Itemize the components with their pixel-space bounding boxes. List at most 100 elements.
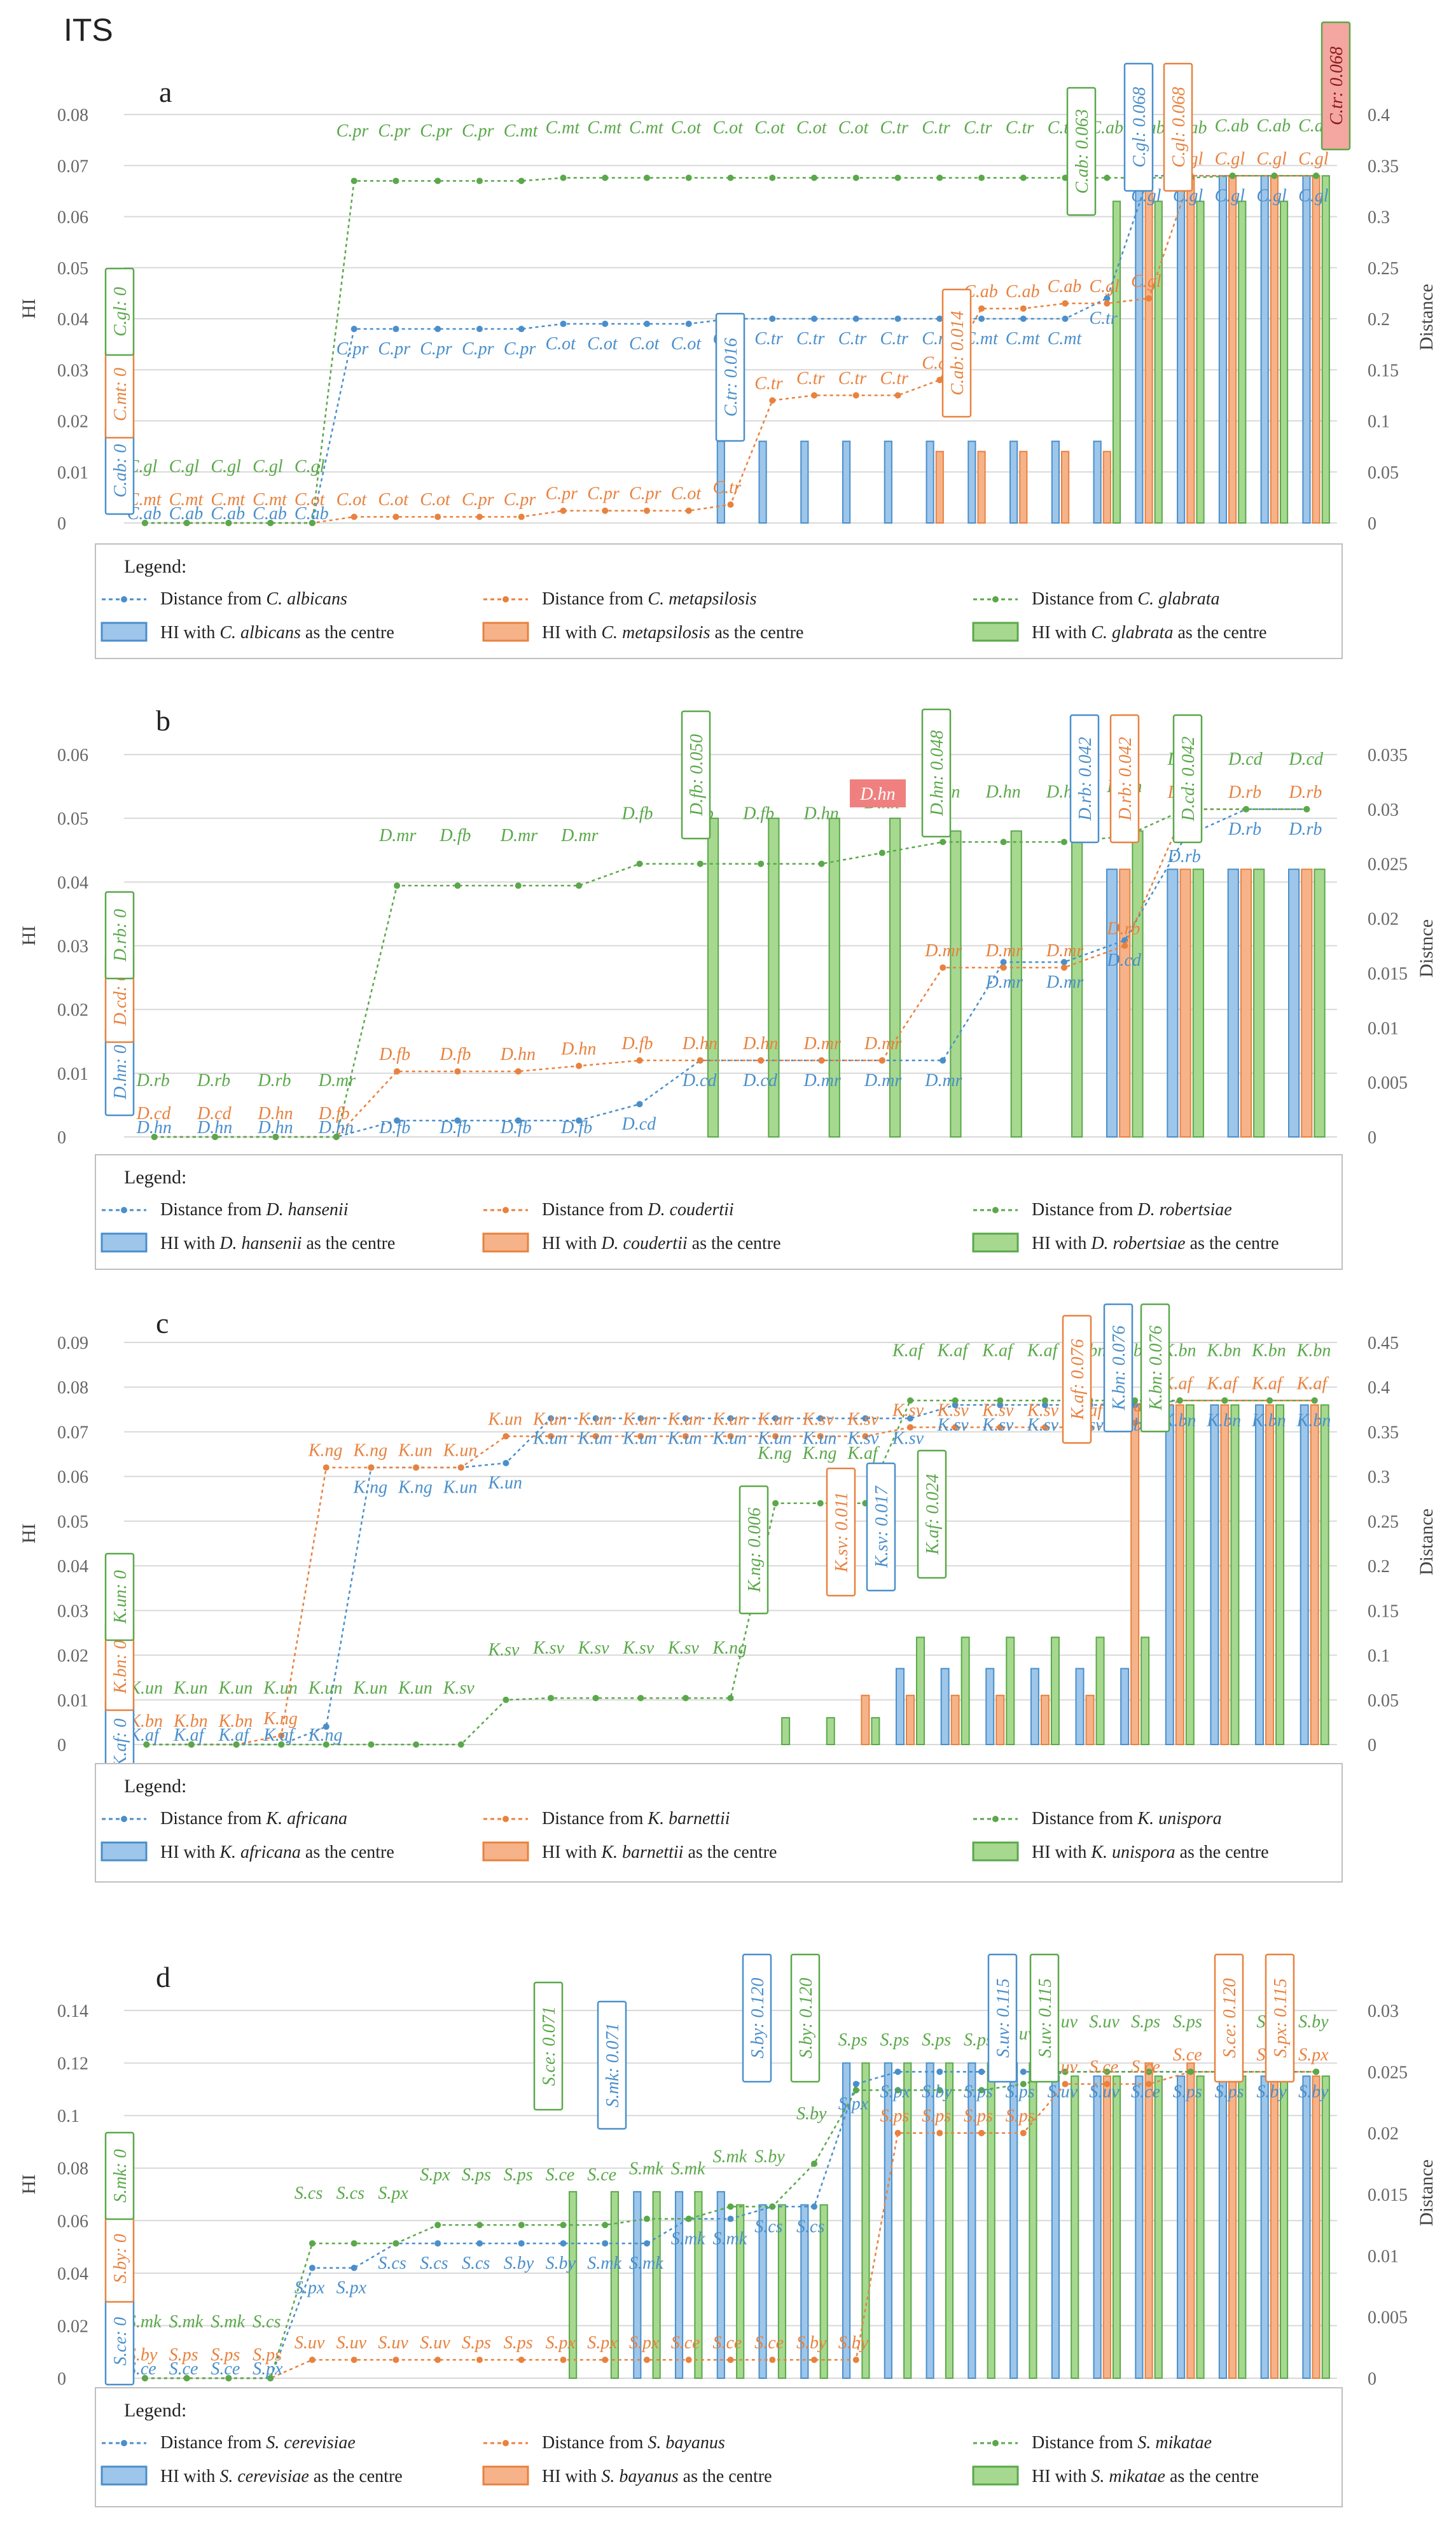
point-label-green: S.cs <box>253 2312 281 2332</box>
point-label-blue: C.ot <box>587 334 618 354</box>
y-tick-label: 0.04 <box>57 2264 88 2284</box>
distance-line-orange <box>144 2071 1317 2379</box>
point-label-orange: K.un <box>532 1409 567 1429</box>
hi-bar-orange <box>1060 450 1070 524</box>
point-label-orange: D.cd <box>136 1104 172 1124</box>
distance-point-green <box>151 1134 158 1140</box>
hi-bar-orange <box>950 1694 960 1746</box>
point-label-green: D.rb <box>197 1071 230 1090</box>
distance-point-blue <box>454 1117 461 1124</box>
distance-point-green <box>1000 839 1007 846</box>
legend-box <box>95 543 1343 659</box>
point-label-blue: C.gl <box>1298 186 1329 206</box>
hi-bar-blue <box>1288 868 1300 1138</box>
distance-point-orange <box>368 1464 375 1471</box>
chart-panel-d: d 0 0.02 0.04 0.06 0.08 0.1 0.12 0.14 0 0.005 0.01 0… <box>18 1953 1437 2507</box>
hi-bar-blue <box>1120 1668 1130 1746</box>
callout: S.uv: 0.115 <box>987 1953 1018 2083</box>
callout-box <box>681 710 711 840</box>
y-tick-label: 0.03 <box>57 937 88 957</box>
point-label-orange: S.by <box>838 2333 869 2353</box>
hi-bar-blue <box>758 440 767 524</box>
hi-bar-blue <box>967 2062 976 2379</box>
hi-bar-orange <box>1085 1694 1095 1746</box>
point-label-blue: K.bn <box>1251 1411 1286 1430</box>
point-label-blue: K.af <box>263 1725 296 1745</box>
callout-label: C.gl: 0.068 <box>1169 87 1189 168</box>
hi-bar-green <box>1321 2075 1330 2379</box>
y-tick-label: 0.06 <box>57 1468 88 1487</box>
point-label-orange: D.mr <box>924 941 962 961</box>
hi-bar-green <box>826 1717 835 1746</box>
hi-bar-green <box>1279 2075 1289 2379</box>
distance-point-green <box>1266 1397 1273 1404</box>
hi-bar-blue <box>884 440 892 524</box>
callout: C.ab: 0 <box>104 426 135 515</box>
hi-bar-orange <box>1144 175 1153 524</box>
distance-point-blue <box>936 316 943 322</box>
point-label-green: S.ps <box>504 2165 533 2185</box>
distance-point-orange <box>769 397 776 404</box>
point-label-green: S.by <box>1298 2012 1329 2031</box>
hi-bar-blue <box>1093 440 1102 524</box>
y-tick-label: 0.02 <box>57 1647 88 1666</box>
point-label-green: D.fb <box>742 804 774 824</box>
legend-swatch-bar <box>972 1841 1019 1862</box>
point-label-blue: S.cs <box>796 2217 824 2236</box>
hi-bar-green <box>950 830 962 1138</box>
point-label-blue: K.ng <box>352 1478 387 1498</box>
legend-item-label: HI with C. metapsilosis as the centre <box>542 623 803 643</box>
point-label-orange: K.sv <box>981 1400 1014 1420</box>
y2-tick-label: 0.015 <box>1368 2185 1408 2205</box>
point-label-blue: S.ce <box>211 2359 240 2379</box>
hi-bar-blue <box>1093 2075 1102 2379</box>
distance-point-orange <box>518 513 525 520</box>
hi-bar-green <box>1112 200 1121 524</box>
distance-point-green <box>188 1741 195 1748</box>
distance-point-green <box>1060 839 1067 846</box>
point-label-green: S.cs <box>336 2184 364 2203</box>
hi-bar-blue <box>1051 440 1060 524</box>
point-label-orange: C.gl <box>1298 149 1329 169</box>
distance-point-blue <box>602 321 609 328</box>
distance-point-blue <box>772 1415 779 1422</box>
callout: K.af: 0.076 <box>1062 1314 1092 1444</box>
hi-bar-blue <box>1210 1404 1219 1745</box>
y-tick-label: 0.05 <box>57 259 88 279</box>
distance-point-green <box>560 2222 567 2229</box>
hi-bar-orange <box>977 450 986 524</box>
point-label-blue: C.ab <box>295 504 329 524</box>
point-label-orange: K.bn <box>218 1711 253 1731</box>
distance-point-blue <box>515 1117 522 1124</box>
distance-point-blue <box>1104 295 1111 302</box>
point-label-blue: S.ce <box>1131 2082 1160 2101</box>
callout-box <box>104 2131 135 2220</box>
distance-point-green <box>643 174 650 181</box>
hi-bar-orange <box>1102 2075 1111 2379</box>
point-label-green: C.tr <box>880 118 908 138</box>
point-label-green: C.ot <box>838 118 870 138</box>
hi-bar-orange <box>1186 175 1195 524</box>
point-label-green: S.ce <box>587 2165 616 2185</box>
point-label-orange: S.uv <box>378 2333 408 2353</box>
point-label-blue: S.cs <box>420 2254 448 2273</box>
distance-point-green <box>817 1500 824 1507</box>
y-tick-label: 0.06 <box>57 746 88 765</box>
point-label-orange: S.ce <box>671 2333 700 2353</box>
distance-point-orange <box>685 507 692 514</box>
point-label-orange: S.ps <box>462 2333 491 2353</box>
point-label-green: S.uv <box>1089 2012 1120 2031</box>
point-label-green: K.un <box>218 1678 253 1698</box>
point-label-orange: S.ps <box>253 2345 282 2365</box>
hi-bar-orange <box>1228 2062 1237 2379</box>
point-label-blue: D.fb <box>439 1118 471 1138</box>
point-label-blue: C.gl <box>1256 186 1287 206</box>
y2-tick-label: 0.05 <box>1368 463 1399 483</box>
hi-bar-green <box>1321 175 1330 524</box>
point-label-orange: S.uv <box>336 2333 367 2353</box>
distance-point-green <box>233 1741 240 1748</box>
distance-point-green <box>457 1741 464 1748</box>
point-label-blue: K.af <box>173 1725 206 1745</box>
y2-tick-label: 0.2 <box>1368 310 1390 330</box>
point-label-green: C.ot <box>754 118 786 138</box>
